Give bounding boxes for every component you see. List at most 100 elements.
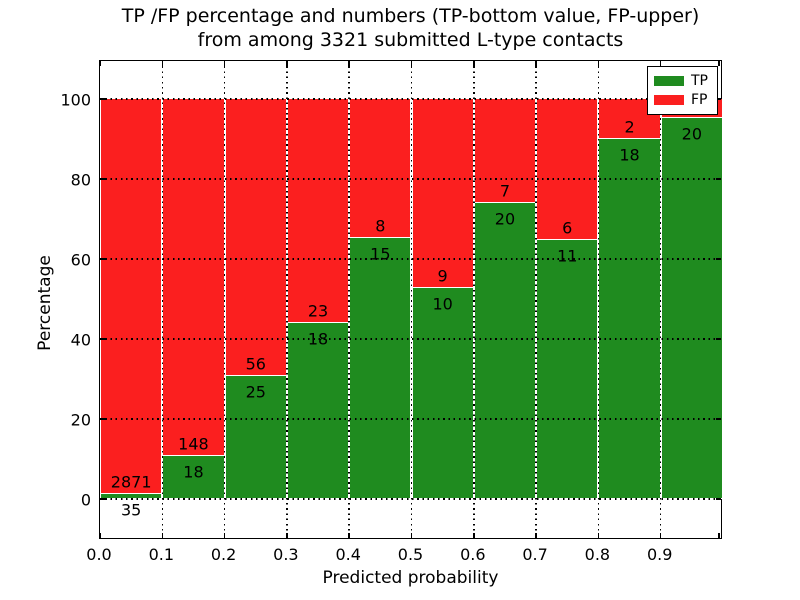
tick-x-top xyxy=(348,61,350,66)
fp-bar-segment xyxy=(287,99,349,323)
fp-count-label: 56 xyxy=(245,354,266,374)
tick-y-right xyxy=(716,418,721,420)
y-tick-label: 60 xyxy=(70,250,91,270)
x-tick-label: 0.2 xyxy=(210,545,237,564)
tick-x-top xyxy=(473,61,475,66)
tp-count-label: 20 xyxy=(681,124,703,144)
fp-count-label: 7 xyxy=(499,181,511,201)
x-tick-label: 0.7 xyxy=(522,545,548,564)
fp-bar-segment xyxy=(101,99,162,494)
fp-bar-segment xyxy=(350,99,411,238)
y-tick-label: 0 xyxy=(80,490,91,510)
x-tick-label: 0.1 xyxy=(148,545,175,564)
legend-swatch-fp xyxy=(654,95,684,105)
tp-bar-segment xyxy=(537,239,598,498)
fp-bar-segment xyxy=(537,99,598,240)
chart-title-line1: TP /FP percentage and numbers (TP-bottom… xyxy=(121,5,700,27)
tick-y-right xyxy=(716,498,721,500)
y-tick-label: 80 xyxy=(70,170,91,190)
tick-x-top xyxy=(286,61,288,66)
tick-x-bottom xyxy=(718,533,720,538)
tp-count-label: 20 xyxy=(494,209,516,229)
tp-bar-segment xyxy=(225,374,286,498)
x-tick-label: 0.3 xyxy=(273,545,299,564)
tick-x-bottom xyxy=(161,533,164,538)
bar-group-0.6-0.7 xyxy=(473,99,537,499)
fp-count-label: 8 xyxy=(375,216,386,236)
tick-x-bottom xyxy=(535,533,537,538)
tick-x-top xyxy=(410,61,413,66)
x-tick-label: 0.4 xyxy=(335,545,361,564)
chart-title-line2: from among 3321 submitted L-type contact… xyxy=(197,29,624,51)
tick-x-bottom xyxy=(473,533,475,538)
legend-label-tp: TP xyxy=(691,73,708,89)
tick-x-bottom xyxy=(99,533,101,538)
fp-count-label: 148 xyxy=(178,434,209,454)
tp-count-label: 35 xyxy=(120,500,142,520)
tp-count-label: 18 xyxy=(307,329,329,349)
tp-bar-segment xyxy=(101,493,162,498)
tp-count-label: 25 xyxy=(245,382,266,402)
chart-title: TP /FP percentage and numbers (TP-bottom… xyxy=(99,4,722,52)
bar-group-0.1-0.2 xyxy=(162,99,225,499)
tp-bar-segment xyxy=(287,322,349,498)
fp-bar-segment xyxy=(412,99,473,288)
tick-x-top xyxy=(597,61,600,66)
tick-x-top xyxy=(161,61,164,66)
tick-x-top xyxy=(223,61,226,66)
tp-count-label: 11 xyxy=(557,246,578,266)
tick-x-top xyxy=(718,61,720,66)
tick-y-left xyxy=(100,258,105,260)
tick-y-right xyxy=(716,178,721,180)
tp-bar-segment xyxy=(163,454,224,498)
bar-group-0.9-1.0 xyxy=(660,99,723,499)
tick-y-left xyxy=(100,338,105,340)
tick-x-top xyxy=(99,61,101,66)
x-axis-label: Predicted probability xyxy=(322,568,499,588)
y-tick-label: 20 xyxy=(70,410,91,430)
fp-count-label: 9 xyxy=(437,266,448,286)
x-tick-label: 0.8 xyxy=(584,545,611,564)
fp-bar-segment xyxy=(225,99,286,375)
tp-bar-segment xyxy=(412,287,473,498)
tp-bar-segment xyxy=(474,201,536,498)
tp-count-label: 18 xyxy=(619,145,640,165)
legend-row-tp: TP xyxy=(654,74,711,88)
tick-x-bottom xyxy=(659,533,662,538)
legend-row-fp: FP xyxy=(654,93,711,107)
tp-count-label: 18 xyxy=(183,462,204,482)
tick-x-bottom xyxy=(286,533,288,538)
tp-count-label: 15 xyxy=(370,244,391,264)
tick-x-top xyxy=(535,61,537,66)
tick-x-bottom xyxy=(410,533,413,538)
bar-group-0.5-0.6 xyxy=(411,99,474,499)
fp-bar-segment xyxy=(474,99,536,202)
legend-label-fp: FP xyxy=(691,92,708,108)
x-tick-label: 0.5 xyxy=(397,545,424,564)
tp-count-label: 10 xyxy=(432,294,453,314)
bar-group-0.7-0.8 xyxy=(536,99,599,499)
x-tick-label: 0.6 xyxy=(460,545,486,564)
bar-group-0.3-0.4 xyxy=(286,99,350,499)
y-axis-label: Percentage xyxy=(35,255,55,351)
bar-group-0.0-0.1 xyxy=(100,99,163,499)
y-tick-label: 40 xyxy=(70,330,91,350)
tick-y-left xyxy=(100,498,105,500)
y-tick-label: 100 xyxy=(60,90,91,110)
tp-bar-segment xyxy=(599,138,660,498)
plot-area: 2871 35 148 18 56 25 23 18 8 15 9 10 7 20 6 11 2 18 20 xyxy=(99,60,723,539)
legend-swatch-tp xyxy=(654,76,684,86)
tick-y-left xyxy=(100,98,105,100)
tick-y-right xyxy=(716,258,721,260)
tick-y-left xyxy=(100,178,105,180)
fp-count-label: 6 xyxy=(562,218,573,238)
fp-bar-segment xyxy=(163,99,224,455)
tick-x-bottom xyxy=(348,533,350,538)
fp-count-label: 2 xyxy=(624,117,635,137)
tick-x-bottom xyxy=(597,533,600,538)
x-tick-label: 0.0 xyxy=(86,545,112,564)
fp-count-label: 2871 xyxy=(110,472,152,492)
x-tick-label: 0.9 xyxy=(646,545,673,564)
tick-y-left xyxy=(100,418,105,420)
